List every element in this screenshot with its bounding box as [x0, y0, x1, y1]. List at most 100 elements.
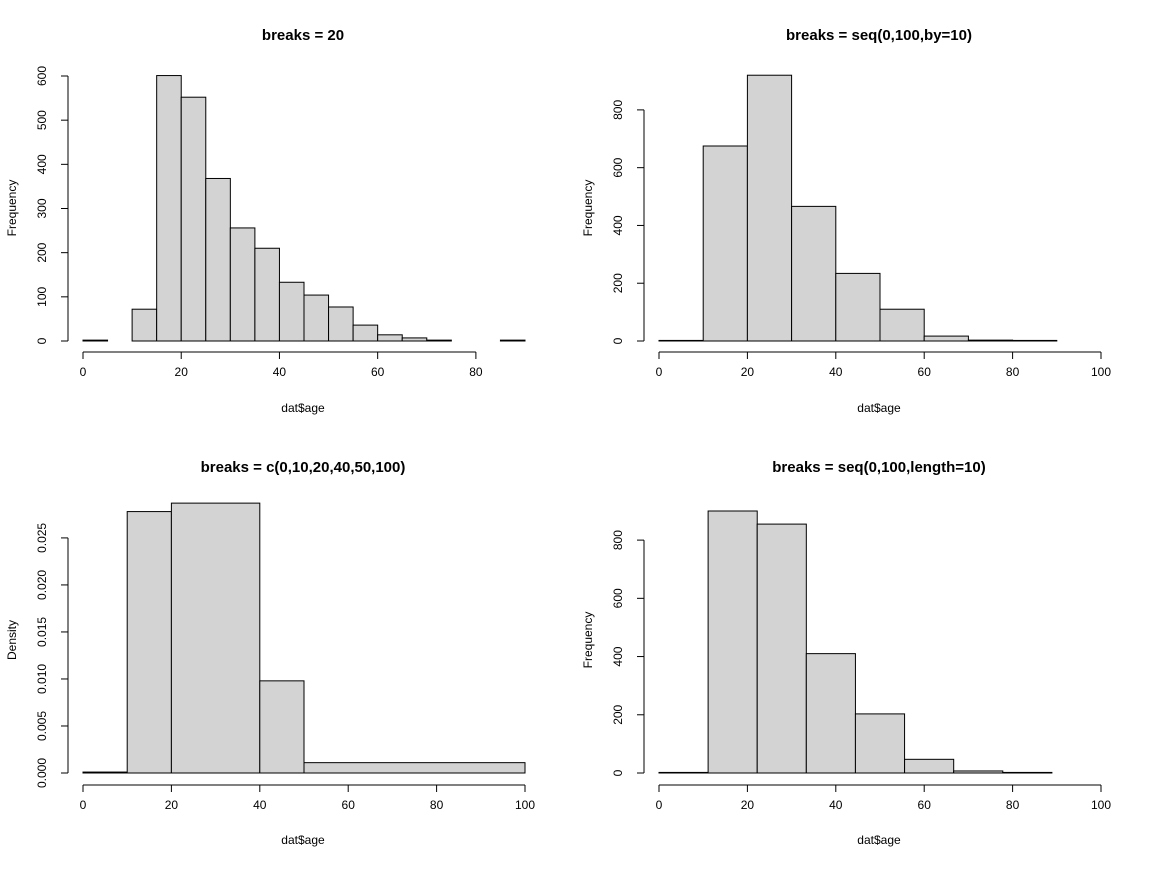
- x-tick-label: 40: [829, 365, 843, 379]
- histogram-bar: [499, 339, 526, 342]
- y-tick-label: 600: [611, 588, 625, 608]
- histogram-bar: [923, 335, 969, 342]
- panel-breaks-seq-by: breaks = seq(0,100,by=10) dat$age Freque…: [581, 27, 1111, 415]
- histogram-bar: [904, 758, 955, 774]
- x-tick-label: 60: [342, 798, 356, 812]
- histogram-bar: [854, 713, 906, 774]
- histogram-bar: [658, 771, 709, 774]
- histogram-bar: [352, 324, 379, 342]
- y-tick-label: 0: [35, 337, 49, 344]
- histogram-bar: [746, 74, 793, 342]
- histogram-bar: [377, 334, 403, 342]
- y-axis-label: Frequency: [5, 180, 19, 237]
- histogram-bar: [303, 294, 330, 342]
- x-tick-label: 80: [1006, 365, 1020, 379]
- histogram-bar: [835, 272, 881, 342]
- x-tick-label: 100: [515, 798, 535, 812]
- x-tick-label: 0: [656, 798, 663, 812]
- histogram-bar: [259, 680, 305, 774]
- y-tick-label: 0.000: [35, 758, 49, 788]
- x-tick-label: 0: [656, 365, 663, 379]
- histogram-bar: [791, 205, 837, 342]
- x-tick-label: 20: [741, 798, 755, 812]
- x-tick-label: 60: [918, 365, 932, 379]
- panel-breaks-custom: breaks = c(0,10,20,40,50,100) dat$age De…: [5, 459, 535, 847]
- y-tick-label: 0.015: [35, 617, 49, 647]
- histogram-bar: [82, 771, 128, 774]
- histogram-bar: [205, 177, 231, 342]
- y-tick-label: 600: [611, 157, 625, 177]
- histogram-bar: [702, 145, 748, 342]
- histogram-bar: [180, 96, 207, 342]
- y-tick-label: 500: [35, 110, 49, 130]
- x-tick-label: 100: [1091, 365, 1111, 379]
- y-tick-label: 0.005: [35, 711, 49, 741]
- x-tick-label: 20: [175, 365, 189, 379]
- y-tick-label: 0.025: [35, 523, 49, 553]
- x-tick-label: 40: [829, 798, 843, 812]
- x-tick-label: 0: [80, 798, 87, 812]
- x-axis-label: dat$age: [281, 401, 325, 415]
- y-axis-label: Frequency: [581, 612, 595, 669]
- histogram-bar: [967, 339, 1014, 342]
- x-tick-label: 60: [918, 798, 932, 812]
- x-tick-label: 80: [1006, 798, 1020, 812]
- chart-title: breaks = seq(0,100,length=10): [772, 459, 985, 476]
- chart-title: breaks = 20: [262, 27, 344, 44]
- x-tick-label: 20: [741, 365, 755, 379]
- chart-title: breaks = seq(0,100,by=10): [786, 27, 972, 44]
- y-axis-label: Frequency: [581, 180, 595, 237]
- x-axis-label: dat$age: [857, 833, 901, 847]
- x-tick-label: 0: [80, 365, 87, 379]
- histogram-bar: [1002, 771, 1053, 774]
- y-tick-label: 400: [35, 154, 49, 174]
- y-tick-label: 400: [611, 646, 625, 666]
- y-tick-label: 600: [35, 66, 49, 86]
- y-tick-label: 800: [611, 530, 625, 550]
- histogram-bar: [658, 339, 704, 342]
- y-tick-label: 0.010: [35, 664, 49, 694]
- histogram-bar: [82, 339, 109, 342]
- histogram-bar: [707, 510, 758, 774]
- x-tick-label: 60: [371, 365, 385, 379]
- y-tick-label: 400: [611, 215, 625, 235]
- y-tick-label: 100: [35, 287, 49, 307]
- y-tick-label: 200: [35, 242, 49, 262]
- x-axis-label: dat$age: [857, 401, 901, 415]
- y-axis-label: Density: [5, 620, 19, 660]
- panel-breaks-seq-length: breaks = seq(0,100,length=10) dat$age Fr…: [581, 459, 1111, 847]
- histogram-bar: [254, 247, 280, 342]
- histogram-bar: [805, 653, 856, 774]
- histogram-bar: [131, 308, 158, 342]
- x-tick-label: 80: [469, 365, 483, 379]
- chart-title: breaks = c(0,10,20,40,50,100): [201, 459, 406, 476]
- histogram-bar: [756, 523, 807, 774]
- histogram-bar: [953, 770, 1004, 774]
- histogram-bar: [170, 502, 261, 774]
- histogram-bar: [278, 281, 305, 342]
- y-tick-label: 0.020: [35, 570, 49, 600]
- histogram-bar: [401, 337, 428, 342]
- histogram-bar: [126, 511, 172, 774]
- x-axis-label: dat$age: [281, 833, 325, 847]
- histogram-bar: [229, 227, 256, 342]
- y-tick-label: 800: [611, 100, 625, 120]
- x-tick-label: 20: [165, 798, 179, 812]
- x-tick-label: 80: [430, 798, 444, 812]
- histogram-bar: [426, 339, 452, 342]
- y-tick-label: 200: [611, 704, 625, 724]
- histogram-bar: [303, 762, 526, 774]
- y-tick-label: 0: [611, 769, 625, 776]
- histogram-bar: [1012, 339, 1058, 342]
- y-tick-label: 200: [611, 273, 625, 293]
- histogram-bar: [328, 306, 354, 342]
- y-tick-label: 300: [35, 198, 49, 218]
- panel-breaks-20: breaks = 20 dat$age Frequency 0 20 40 60 80 0…: [5, 27, 526, 415]
- x-tick-label: 40: [273, 365, 287, 379]
- histogram-bar: [879, 308, 925, 342]
- x-tick-label: 40: [253, 798, 267, 812]
- x-tick-label: 100: [1091, 798, 1111, 812]
- histogram-bar: [156, 75, 182, 342]
